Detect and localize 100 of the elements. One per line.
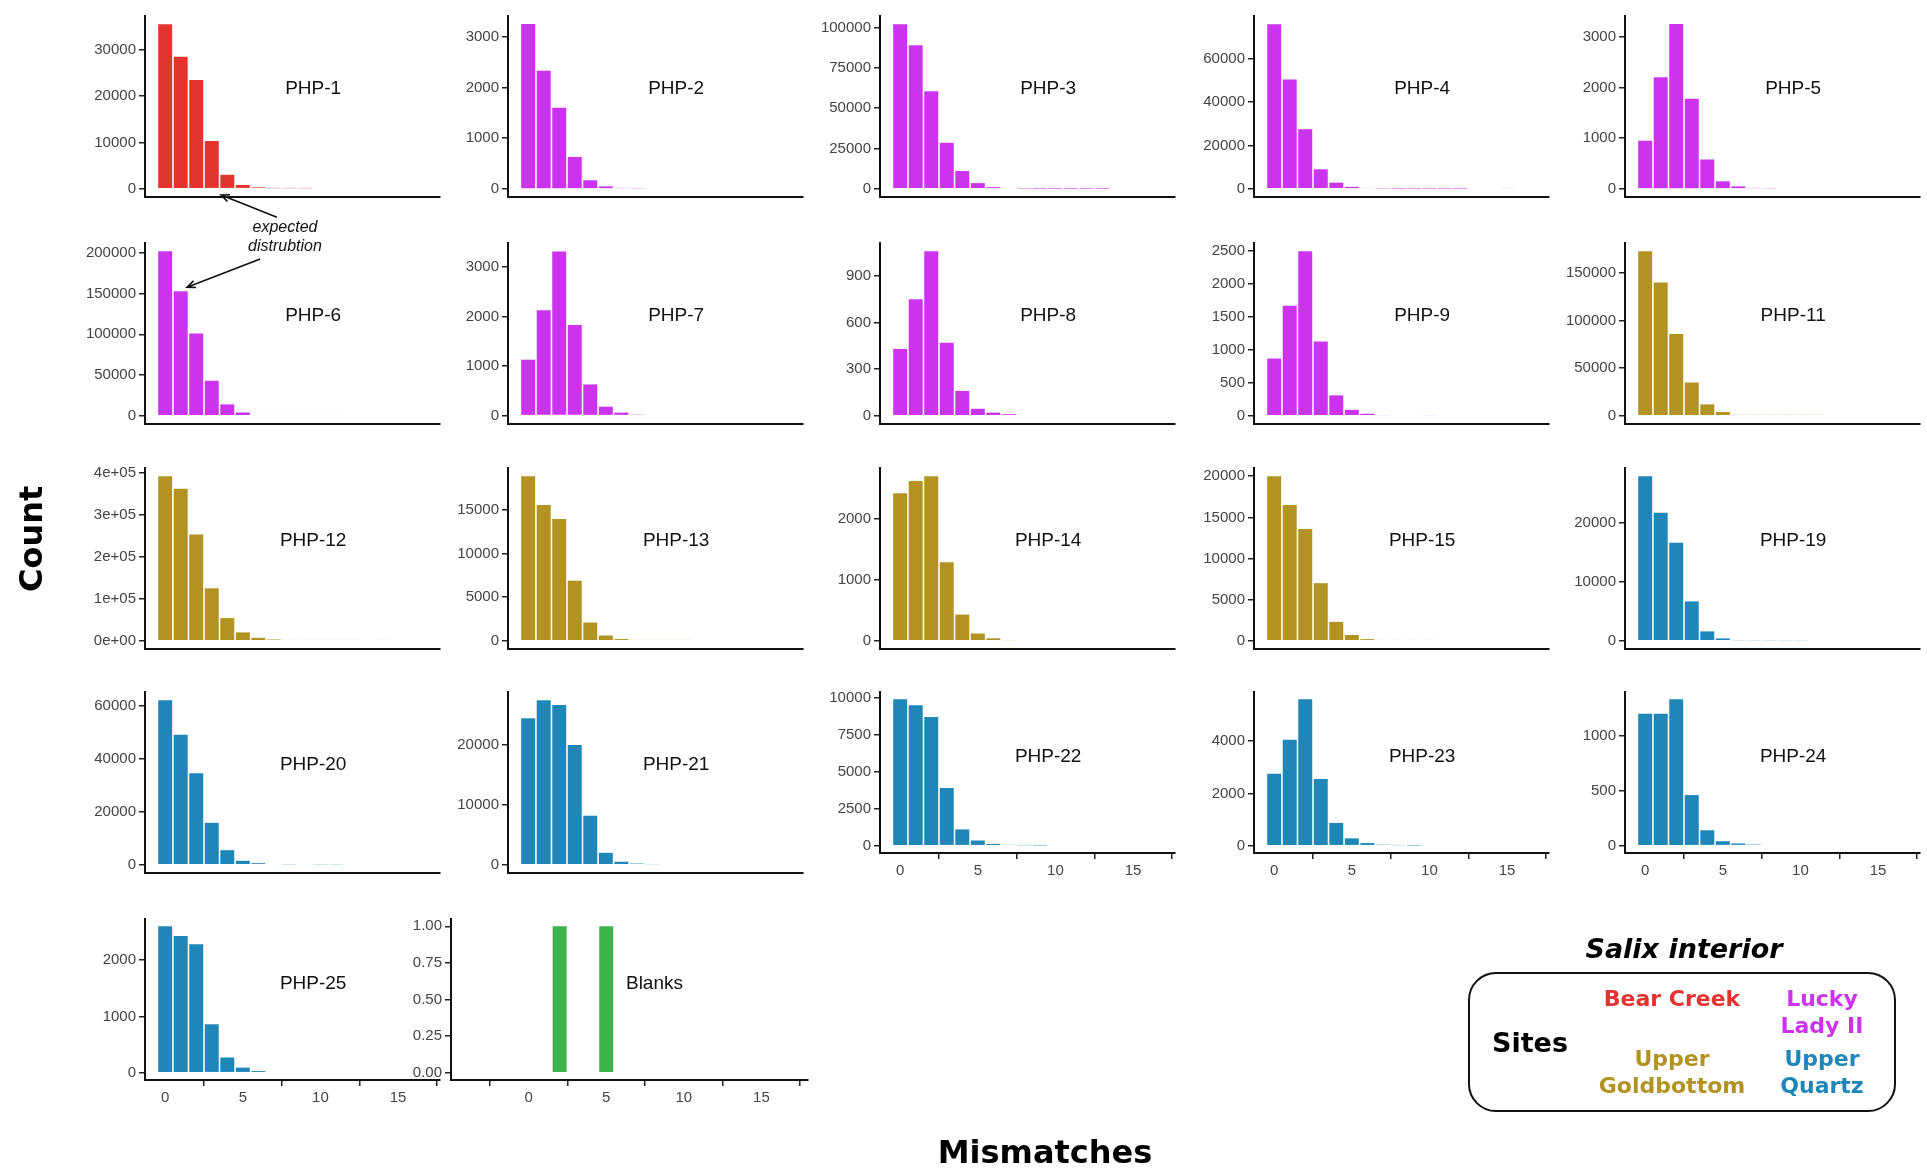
x-tick-label: 15 [1124,861,1142,879]
y-tick-label: 1000 [465,128,499,146]
y-tick-label: 60000 [1203,49,1245,67]
y-tick-label: 20000 [94,86,136,104]
text: PHP-6 [285,303,342,325]
category-label: Bear Creek [1603,985,1741,1013]
y-tick-label: 1000 [1211,340,1245,358]
y-tick-label: 0.25 [412,1026,442,1044]
y-tick-label: 0 [490,630,499,648]
y-tick-label: 1000 [1582,128,1616,146]
y-tick-label: 0 [1607,179,1616,197]
text: PHP-14 [1014,528,1082,550]
text: PHP-21 [642,752,710,774]
y-tick-label: 0.75 [412,953,442,971]
y-tick-label: 0 [862,630,871,648]
y-tick-label: 25000 [829,138,871,156]
x-tick-label: 0 [161,1088,170,1106]
x-tick-label: 15 [1498,861,1516,879]
x-tick-label: 15 [753,1088,770,1106]
x-tick-label: 5 [973,861,982,879]
text: PHP-4 [1394,76,1451,98]
y-tick-label: 2500 [1211,241,1245,259]
y-tick-label: 20000 [1203,466,1245,484]
text: PHP-22 [1014,744,1082,766]
category-label: Lucky Lady II [1779,985,1865,1039]
y-tick-label: 2000 [102,950,136,968]
y-tick-label: 40000 [1203,92,1245,110]
y-tick-label: 0 [1236,630,1245,648]
y-tick-label: 20000 [1574,513,1616,531]
x-tick-label: 10 [1792,861,1809,879]
y-tick-label: 150000 [1565,263,1616,281]
annotation: expected distrubtion [247,217,323,255]
text: Mismatches [936,1133,1154,1171]
text: PHP-9 [1394,303,1451,325]
y-tick-label: 0.50 [412,989,442,1007]
y-tick-label: 2000 [1211,274,1245,292]
text: Count [12,485,50,592]
y-tick-label: 2e+05 [93,546,136,564]
y-tick-label: 4e+05 [93,463,136,481]
y-tick-label: 60000 [94,695,136,713]
y-tick-label: 50000 [829,98,871,116]
y-tick-label: 10000 [1203,548,1245,566]
text: PHP-1 [285,76,342,98]
y-tick-label: 0 [127,178,136,196]
category-label: Upper Quartz [1779,1045,1865,1099]
y-tick-label: 20000 [94,801,136,819]
y-tick-label: 0 [862,835,871,853]
text: PHP-8 [1020,303,1077,325]
y-tick-label: 600 [845,312,871,330]
y-tick-label: 200000 [85,243,136,260]
y-tick-label: 3e+05 [93,504,136,522]
text: PHP-24 [1759,744,1827,766]
y-tick-label: 0 [862,178,871,196]
text: PHP-5 [1765,76,1822,98]
y-tick-label: 1500 [1211,307,1245,325]
legend-title: Sites [1492,1026,1569,1058]
text: PHP-15 [1388,528,1456,550]
y-tick-label: 1000 [465,356,499,374]
text: Salix interior [1584,933,1785,964]
y-tick-label: 2000 [465,306,499,324]
y-tick-label: 1.00 [412,916,442,934]
y-tick-label: 5000 [1211,589,1245,607]
y-tick-label: 0 [1236,178,1245,196]
y-tick-label: 40000 [94,748,136,766]
y-tick-label: 0 [127,1062,136,1080]
x-tick-label: 0 [1270,861,1279,879]
text: PHP-12 [279,528,347,550]
text: PHP-23 [1388,744,1456,766]
y-tick-label: 50000 [1574,358,1616,376]
y-tick-label: 2000 [465,77,499,95]
y-tick-label: 10000 [457,795,499,813]
y-tick-label: 3000 [465,257,499,275]
y-tick-label: 0 [490,179,499,197]
x-tick-label: 5 [602,1088,611,1106]
y-tick-label: 0 [1607,405,1616,423]
y-tick-label: 1000 [1582,725,1616,743]
y-tick-label: 0 [1236,835,1245,853]
y-tick-label: 1000 [837,569,871,587]
y-tick-label: 50000 [94,365,136,383]
x-tick-label: 15 [1869,861,1887,879]
text: Blanks [625,971,684,993]
y-tick-label: 10000 [457,543,499,561]
y-tick-label: 10000 [1574,572,1616,590]
y-tick-label: 20000 [457,735,499,753]
y-tick-label: 0 [127,405,136,423]
text: PHP-7 [648,303,705,325]
text: PHP-25 [279,971,347,993]
y-tick-label: 3000 [465,26,499,44]
y-tick-label: 2500 [837,798,871,816]
y-tick-label: 10000 [94,132,136,150]
y-tick-label: 7500 [837,724,871,742]
y-tick-label: 4000 [1211,731,1245,749]
y-tick-label: 5000 [837,761,871,779]
y-tick-label: 500 [1219,373,1245,390]
y-tick-label: 0e+00 [93,630,136,648]
text: PHP-19 [1759,528,1827,550]
y-tick-label: 2000 [1582,77,1616,95]
y-tick-label: 0 [862,405,871,423]
category-label: Upper Goldbottom [1597,1045,1747,1099]
text: PHP-3 [1020,76,1077,98]
